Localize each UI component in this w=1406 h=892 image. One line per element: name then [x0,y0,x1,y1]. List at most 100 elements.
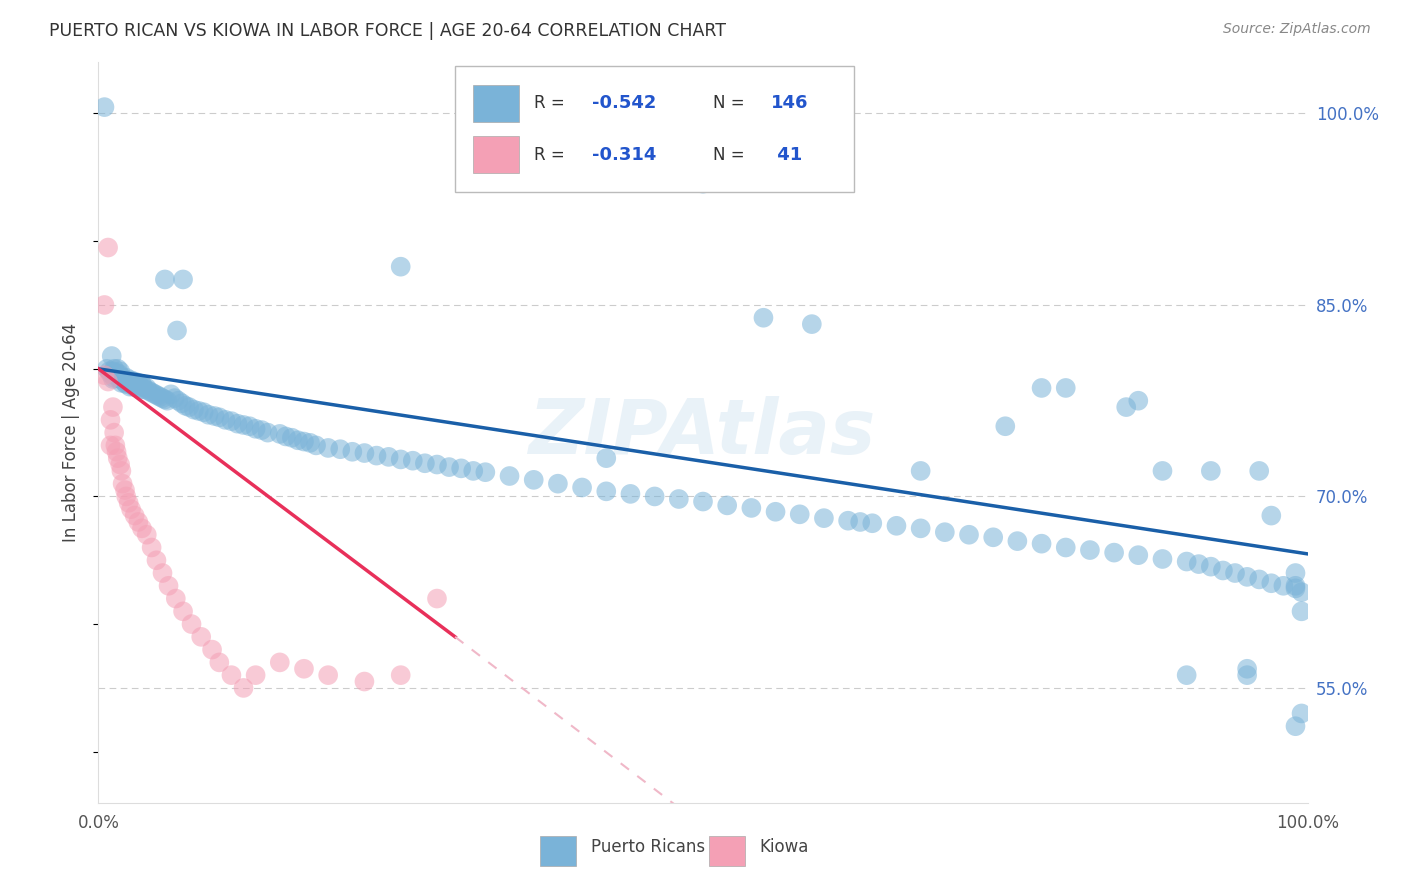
Point [547,476,569,491]
Point [100,367,122,381]
Point [135,527,157,541]
Point [269,426,291,441]
Point [994,419,1017,434]
Point [413,456,436,470]
Point [474,465,496,479]
Point [104,368,127,383]
Point [100,413,122,427]
Point [114,376,136,390]
Point [1115,400,1137,414]
Point [789,508,811,522]
Point [187,404,209,418]
Point [179,400,201,414]
Text: -0.314: -0.314 [592,146,657,164]
Point [981,530,1004,544]
Bar [540,836,576,866]
Text: N =: N = [713,95,749,112]
Point [127,381,149,395]
Point [837,514,859,528]
Point [124,375,146,389]
Point [165,591,187,606]
Point [101,400,124,414]
Point [156,393,179,408]
Point [127,515,149,529]
Point [1054,541,1077,555]
Point [124,508,146,523]
Point [1223,566,1246,580]
Point [1212,564,1234,578]
Point [1284,579,1306,593]
Point [172,604,194,618]
Point [101,364,124,378]
Point [402,453,425,467]
Point [208,410,231,425]
Point [316,441,339,455]
Point [120,373,142,387]
Point [1175,668,1198,682]
Point [910,464,932,478]
Point [1031,381,1053,395]
Point [366,449,388,463]
Point [239,419,262,434]
Point [1291,604,1313,618]
Point [692,177,714,191]
Point [450,461,472,475]
Text: R =: R = [534,95,569,112]
Point [1236,668,1258,682]
Point [668,491,690,506]
Point [101,372,124,386]
Point [97,240,120,255]
Bar [709,836,745,866]
Point [245,668,267,682]
Point [180,617,202,632]
Point [110,376,132,390]
Point [269,656,291,670]
Text: 146: 146 [770,95,808,112]
Point [752,310,775,325]
Point [152,391,174,405]
Point [170,396,193,410]
Point [1291,585,1313,599]
Point [111,476,134,491]
Point [910,521,932,535]
Point [141,541,163,555]
Point [221,668,243,682]
Point [800,317,823,331]
Point [523,473,546,487]
Text: -0.542: -0.542 [592,95,657,112]
Point [619,487,641,501]
Point [250,423,273,437]
Point [1152,464,1174,478]
Point [849,515,872,529]
Point [1128,393,1150,408]
Point [498,469,520,483]
Point [108,458,131,472]
Point [692,494,714,508]
Point [105,444,128,458]
Point [934,525,956,540]
Point [204,409,226,423]
Point [103,361,125,376]
Point [153,392,176,407]
Text: R =: R = [534,146,569,164]
Point [108,372,131,386]
Point [108,367,131,381]
Point [1007,534,1029,549]
Point [174,399,197,413]
FancyBboxPatch shape [456,66,855,192]
Point [107,451,129,466]
Point [97,375,120,389]
Point [100,349,122,363]
Point [287,434,309,448]
Point [118,379,141,393]
Point [274,429,297,443]
Point [96,361,118,376]
Y-axis label: In Labor Force | Age 20-64: In Labor Force | Age 20-64 [62,323,80,542]
Point [860,516,883,531]
Point [1284,582,1306,596]
Point [193,405,215,419]
Point [426,458,449,472]
Point [160,387,183,401]
Text: Kiowa: Kiowa [759,838,810,856]
Point [1236,570,1258,584]
